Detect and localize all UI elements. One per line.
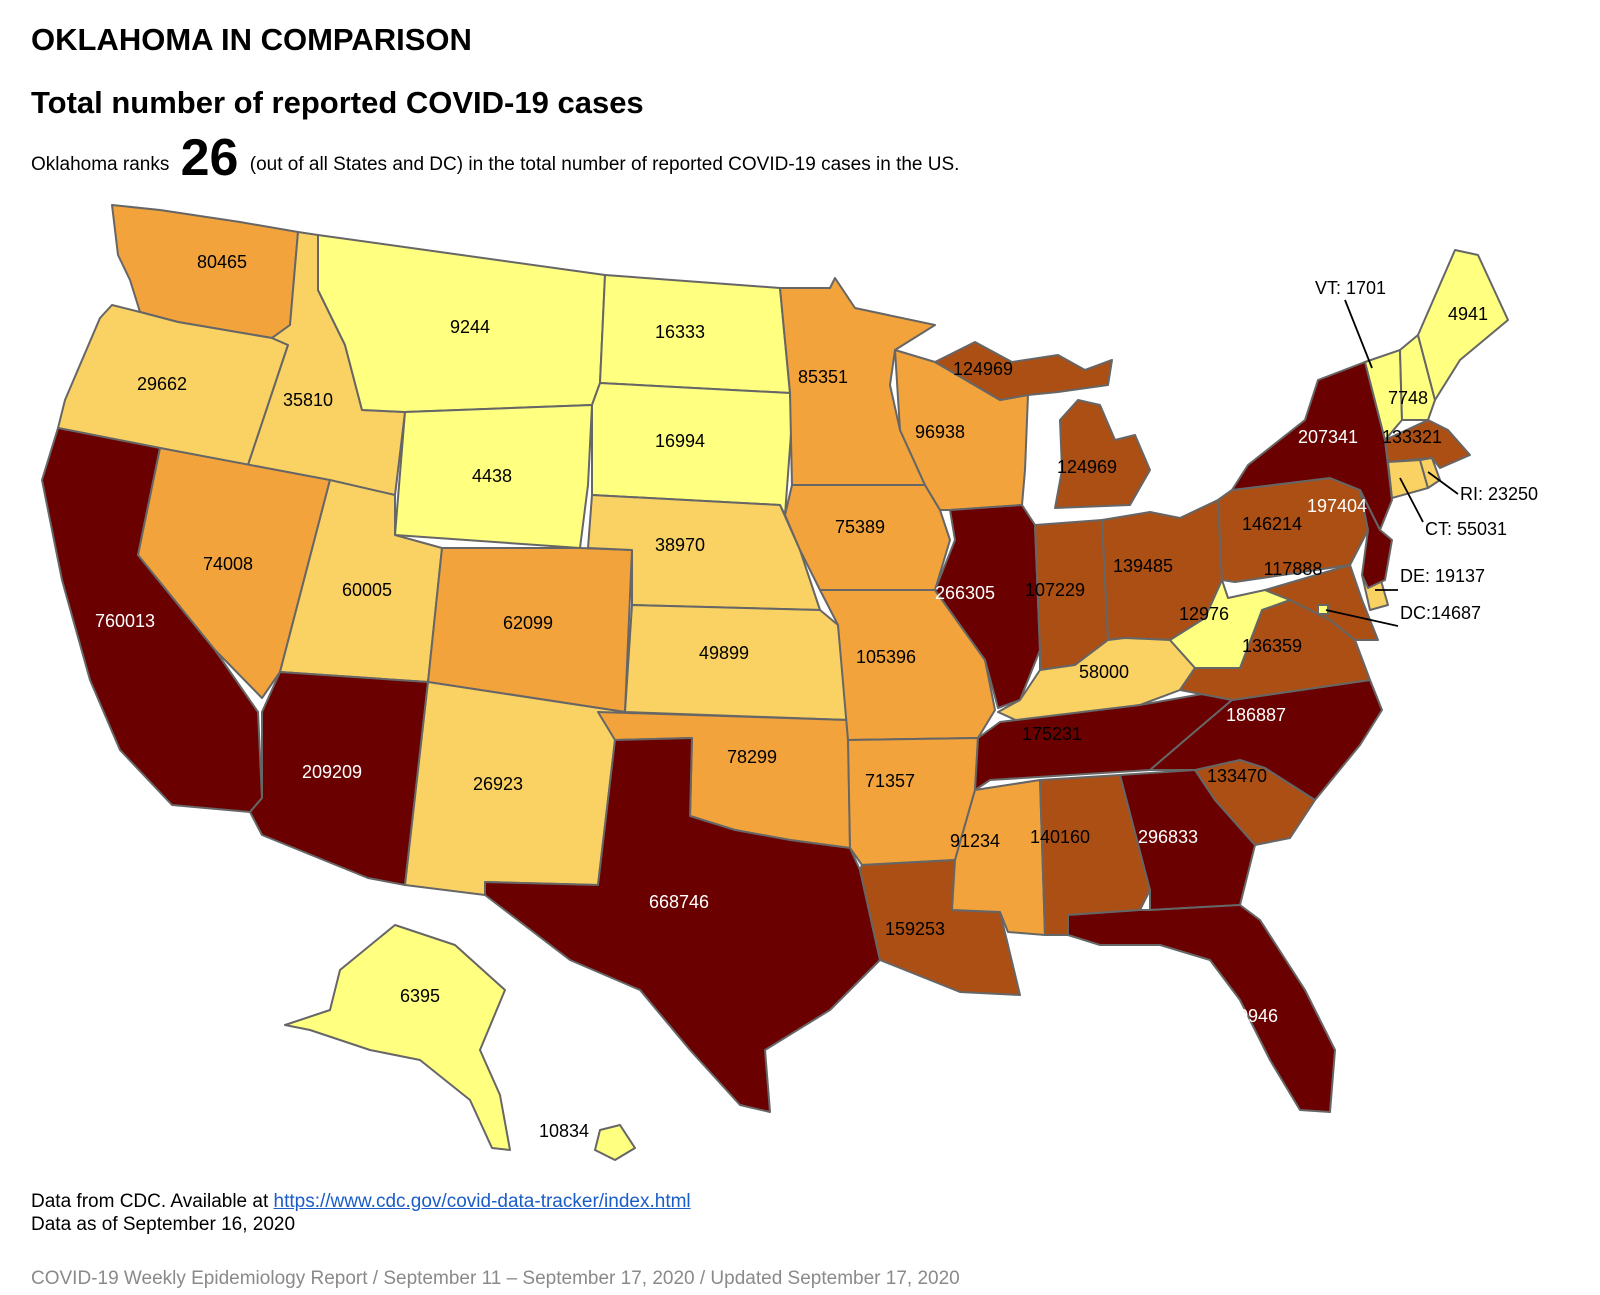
label-wi: 96938 — [915, 422, 965, 442]
rank-suffix: (out of all States and DC) in the total … — [249, 154, 960, 175]
label-ok: 78299 — [727, 747, 777, 767]
label-mi-up: 124969 — [953, 359, 1013, 379]
label-sd: 16994 — [655, 431, 705, 451]
cdc-tracker-link[interactable]: https://www.cdc.gov/covid-data-tracker/i… — [273, 1191, 691, 1212]
state-nh — [1399, 334, 1436, 421]
source-line: Data from CDC. Available at https://www.… — [31, 1190, 691, 1213]
state-il — [934, 504, 1041, 709]
label-la: 159253 — [885, 919, 945, 939]
state-mi-up — [934, 341, 1113, 401]
label-tx: 668746 — [649, 892, 709, 912]
label-wv: 12976 — [1179, 604, 1229, 624]
label-me: 4941 — [1448, 304, 1488, 324]
label-ga: 296833 — [1138, 827, 1198, 847]
callout-vt: VT: 1701 — [1315, 278, 1386, 298]
callout-dc: DC:14687 — [1400, 603, 1481, 623]
state-wy — [394, 404, 593, 549]
state-value-labels: 80465 29662 760013 35810 74008 9244 4438… — [95, 252, 1488, 1141]
state-mi — [1054, 399, 1151, 509]
us-choropleth-map: 80465 29662 760013 35810 74008 9244 4438… — [41, 204, 1538, 1161]
rank-value: 26 — [180, 129, 239, 187]
label-co: 62099 — [503, 613, 553, 633]
label-ia: 75389 — [835, 517, 885, 537]
label-ny: 207341 — [1298, 427, 1358, 447]
label-al: 140160 — [1030, 827, 1090, 847]
state-nj — [1359, 489, 1393, 589]
label-md: 117888 — [1264, 559, 1323, 579]
label-ut: 60005 — [342, 580, 392, 600]
label-in: 107229 — [1025, 580, 1085, 600]
rank-statement: Oklahoma ranks 26 (out of all States and… — [31, 128, 959, 188]
label-nj: 197404 — [1307, 496, 1367, 516]
label-or: 29662 — [137, 374, 187, 394]
label-tn: 175231 — [1022, 724, 1082, 744]
label-nc: 186887 — [1226, 705, 1286, 725]
source-prefix: Data from CDC. Available at — [31, 1191, 269, 1212]
label-sc: 133470 — [1207, 766, 1267, 786]
callout-ri: RI: 23250 — [1460, 484, 1538, 504]
label-ma: 133321 — [1382, 427, 1442, 447]
state-me — [1417, 249, 1509, 401]
label-wy: 4438 — [472, 466, 512, 486]
label-az: 209209 — [302, 762, 362, 782]
label-mo: 105396 — [856, 647, 916, 667]
label-oh: 139485 — [1113, 556, 1173, 576]
state-dc — [1317, 604, 1329, 615]
label-ms: 91234 — [950, 831, 1000, 851]
map-title: Total number of reported COVID-19 cases — [31, 85, 644, 120]
label-nv: 74008 — [203, 554, 253, 574]
label-ks: 49899 — [699, 643, 749, 663]
label-id: 35810 — [283, 390, 333, 410]
callout-leaders — [1325, 299, 1459, 627]
data-as-of: Data as of September 16, 2020 — [31, 1214, 296, 1235]
state-tx — [484, 737, 881, 1113]
label-hi: 10834 — [539, 1121, 589, 1141]
state-co — [427, 547, 633, 713]
label-ak: 6395 — [400, 986, 440, 1006]
report-footer: COVID-19 Weekly Epidemiology Report / Se… — [31, 1268, 960, 1289]
label-mt: 9244 — [450, 317, 490, 337]
callout-ct: CT: 55031 — [1425, 519, 1507, 539]
state-ia — [784, 484, 951, 591]
label-nd: 16333 — [655, 322, 705, 342]
state-nc — [1149, 679, 1383, 801]
label-nh: 7748 — [1388, 388, 1428, 408]
label-va: 136359 — [1242, 636, 1302, 656]
state-mn — [779, 277, 936, 486]
label-ca: 760013 — [95, 611, 155, 631]
rank-prefix: Oklahoma ranks — [31, 154, 170, 175]
state-wv — [1169, 579, 1291, 669]
data-source: Data from CDC. Available at https://www.… — [31, 1190, 691, 1236]
label-nm: 26923 — [473, 774, 523, 794]
label-ne: 38970 — [655, 535, 705, 555]
state-hi — [594, 1124, 636, 1161]
label-ky: 58000 — [1079, 662, 1129, 682]
page-heading: OKLAHOMA IN COMPARISON — [31, 22, 472, 57]
label-fl: 660946 — [1218, 1006, 1278, 1026]
state-fl — [1067, 904, 1336, 1113]
callout-labels: VT: 1701 RI: 23250 CT: 55031 DE: 19137 D… — [1315, 278, 1538, 623]
label-il: 266305 — [935, 583, 995, 603]
label-wa: 80465 — [197, 252, 247, 272]
label-mn: 85351 — [798, 367, 848, 387]
state-ak — [284, 924, 511, 1151]
label-pa: 146214 — [1242, 514, 1302, 534]
label-ar: 71357 — [865, 771, 915, 791]
callout-de: DE: 19137 — [1400, 566, 1485, 586]
label-mi: 124969 — [1057, 457, 1117, 477]
state-md — [1264, 564, 1379, 641]
